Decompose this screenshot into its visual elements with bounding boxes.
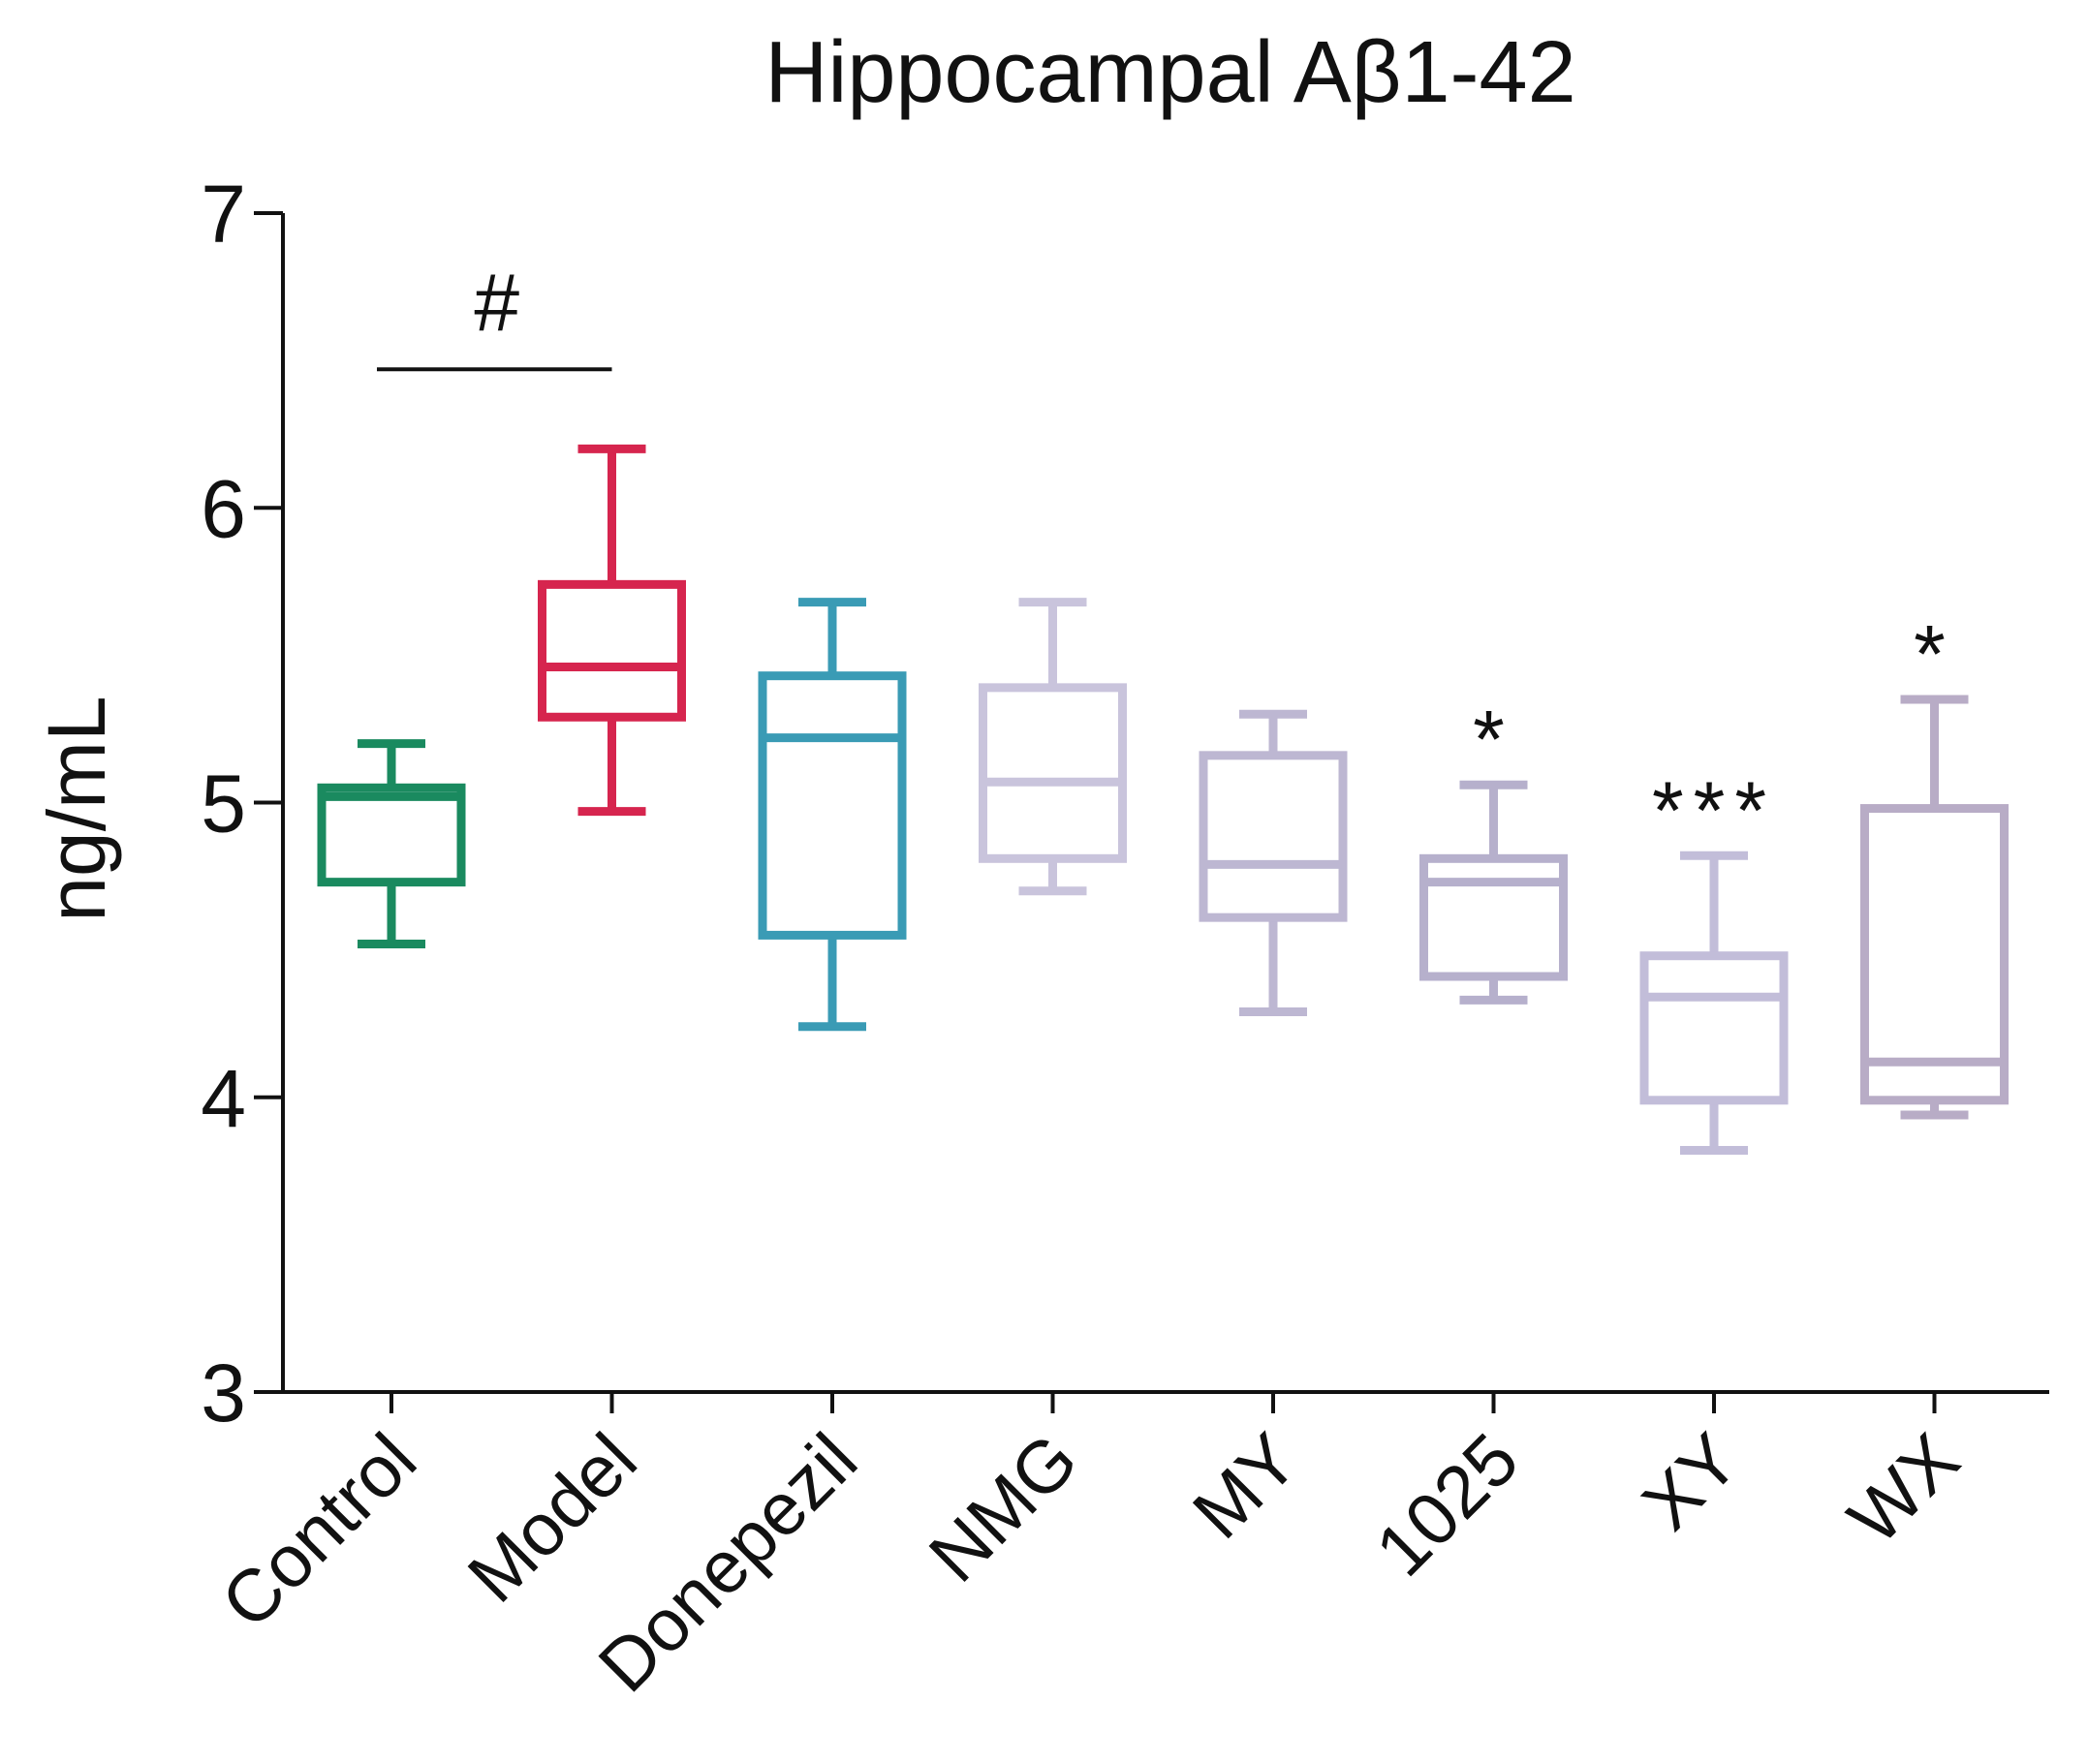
significance-marker: *	[1473, 694, 1514, 785]
iqr-box	[538, 579, 686, 722]
y-tick-label: 3	[201, 1347, 246, 1439]
iqr-box	[1860, 804, 2009, 1105]
x-tick-label: Model	[452, 1418, 652, 1618]
x-tick-label: 1025	[1360, 1418, 1535, 1593]
box-plot-donepezil	[758, 598, 907, 1032]
boxes	[317, 444, 2009, 1156]
comparison-label: #	[474, 257, 519, 348]
significance-marker: *	[1914, 608, 1955, 699]
box-plot-wx	[1860, 695, 2009, 1120]
x-tick-label: MY	[1177, 1418, 1314, 1555]
box-plot-model	[538, 444, 686, 817]
chart-title: Hippocampal Aβ1-42	[764, 24, 1575, 121]
y-tick-label: 6	[201, 463, 246, 554]
y-tick-label: 5	[201, 758, 246, 850]
y-tick-label: 7	[201, 169, 246, 260]
x-tick-label: WX	[1833, 1418, 1976, 1561]
x-tick-label: Control	[206, 1418, 432, 1644]
iqr-box	[317, 783, 466, 887]
x-tick-label: NMG	[914, 1418, 1093, 1597]
box-plot-my	[1199, 709, 1348, 1017]
iqr-box	[1639, 951, 1789, 1105]
box-plot-nmg	[979, 598, 1127, 896]
box-plot-control	[317, 739, 466, 949]
x-tick-label: XY	[1627, 1418, 1755, 1546]
annotations: *****#	[377, 257, 1955, 855]
y-axis-title: ng/mL	[31, 696, 122, 921]
iqr-box	[1199, 751, 1348, 922]
box-plot-xy	[1639, 851, 1789, 1156]
iqr-box	[1419, 853, 1568, 981]
box-plot-1025	[1419, 780, 1568, 1005]
iqr-box	[979, 683, 1127, 863]
significance-marker: ***	[1652, 764, 1776, 855]
y-tick-label: 4	[201, 1053, 246, 1144]
iqr-box	[758, 671, 907, 940]
